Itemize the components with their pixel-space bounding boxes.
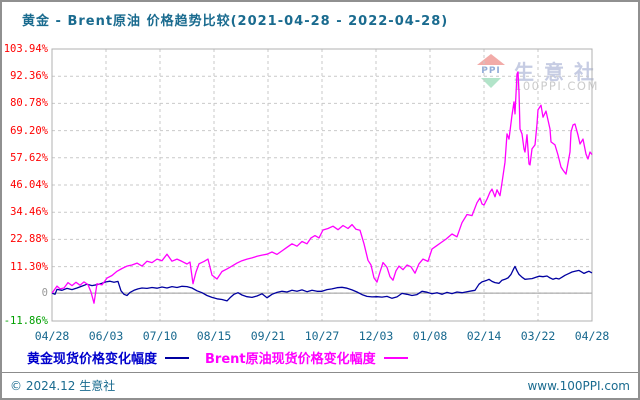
logo-roof-triangle-icon <box>477 54 505 65</box>
page-title: 黄金 - Brent原油 价格趋势比较(2021-04-28 - 2022-04… <box>22 14 449 29</box>
y-axis-label: 46.04% <box>10 179 48 191</box>
y-axis-label: -11.86% <box>3 315 48 327</box>
x-axis-label: 06/03 <box>88 329 124 343</box>
x-axis-label: 04/28 <box>34 329 70 343</box>
y-axis-label: 80.78% <box>10 97 48 110</box>
x-axis-label: 03/22 <box>520 329 556 343</box>
watermark-site: 100PPI.COM <box>514 79 599 93</box>
x-axis-label: 09/21 <box>250 329 286 343</box>
x-axis-label: 08/15 <box>196 329 232 343</box>
plot-frame <box>51 48 593 322</box>
y-axis-label: 0 <box>41 287 48 300</box>
x-axis-label: 01/08 <box>412 329 448 343</box>
footer-copyright: © 2024.12 生意社 <box>10 379 116 393</box>
100ppi-logo-icon: PPI <box>476 54 506 88</box>
watermark-brand: 生意社 <box>514 60 604 84</box>
logo-ppi-text: PPI <box>481 66 501 76</box>
gold-series-line <box>51 265 593 302</box>
logo-keel-triangle-icon <box>481 78 501 88</box>
legend-line-gold-icon <box>165 356 190 359</box>
legend-line-brent-icon <box>383 356 408 359</box>
x-axis-label: 12/03 <box>358 329 394 343</box>
y-axis-label: 103.94% <box>3 43 48 55</box>
x-axis-label: 10/27 <box>304 329 340 343</box>
y-axis-label: 34.46% <box>10 206 48 219</box>
footer-site-link[interactable]: www.100PPI.com <box>527 378 630 393</box>
x-axis-label: 04/28 <box>574 329 610 343</box>
y-axis-label: 22.88% <box>10 233 48 246</box>
y-axis-label: 92.36% <box>10 70 48 83</box>
brent-series-line <box>51 71 593 304</box>
footer: © 2024.12 生意社 www.100PPI.com <box>2 372 638 398</box>
x-axis-label: 02/14 <box>466 329 502 343</box>
legend-label-gold: 黄金现货价格变化幅度 <box>27 352 158 367</box>
y-axis-label: 57.62% <box>10 151 48 164</box>
y-axis-label: 11.30% <box>10 260 48 273</box>
legend: 黄金现货价格变化幅度 Brent原油现货价格变化幅度 <box>27 348 408 367</box>
y-axis-label: 69.20% <box>10 124 48 137</box>
legend-label-brent: Brent原油现货价格变化幅度 <box>205 352 376 367</box>
x-axis-label: 07/10 <box>142 329 178 343</box>
